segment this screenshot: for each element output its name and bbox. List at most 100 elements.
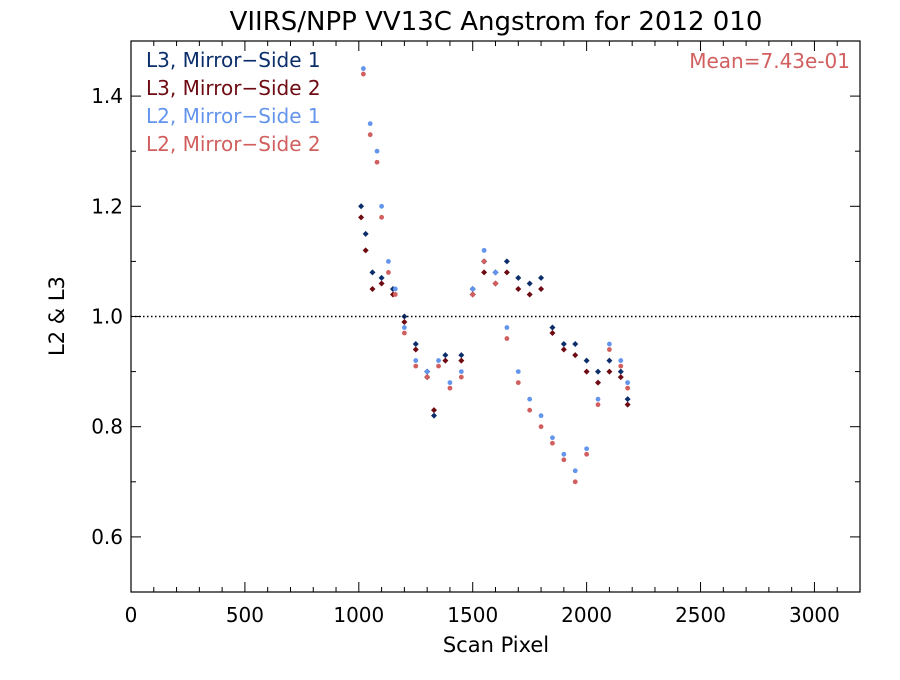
data-point <box>412 341 419 348</box>
data-point <box>401 325 407 330</box>
data-point <box>358 203 365 210</box>
data-point <box>550 435 555 441</box>
data-point <box>430 412 437 419</box>
data-point <box>442 357 449 364</box>
data-point <box>436 363 441 369</box>
data-point <box>413 358 419 363</box>
data-point <box>618 363 624 369</box>
legend-entry: L3, Mirror−Side 2 <box>146 76 321 100</box>
data-point <box>360 66 366 71</box>
data-point <box>560 346 567 353</box>
data-point <box>526 280 533 287</box>
x-tick-label: 0 <box>125 603 138 627</box>
data-point <box>583 368 590 375</box>
data-point <box>412 346 419 353</box>
data-point <box>584 446 590 452</box>
chart-title: VIIRS/NPP VV13C Angstrom for 2012 010 <box>230 7 763 37</box>
data-point <box>436 358 441 363</box>
data-point <box>470 292 476 297</box>
x-tick-label: 2000 <box>561 603 612 627</box>
data-point <box>424 374 430 380</box>
data-point <box>379 214 384 220</box>
data-point <box>503 258 510 265</box>
data-point <box>413 363 419 369</box>
data-point <box>624 396 631 403</box>
data-point <box>458 374 464 380</box>
data-point <box>374 159 380 165</box>
data-point <box>458 352 465 359</box>
data-point <box>515 369 521 374</box>
legend: L3, Mirror−Side 1 L3, Mirror−Side 2 L2, Mi… <box>146 48 321 156</box>
data-point <box>538 285 545 292</box>
y-axis-title: L2 & L3 <box>45 276 69 356</box>
data-point <box>504 336 510 341</box>
legend-entry: L2, Mirror−Side 1 <box>146 104 321 128</box>
series-1 <box>358 203 631 419</box>
data-point <box>607 341 612 347</box>
series-2 <box>358 214 631 414</box>
x-tick-label: 1000 <box>333 603 384 627</box>
data-point <box>527 407 533 413</box>
data-point <box>624 401 631 408</box>
data-point <box>617 368 624 375</box>
data-point <box>618 358 624 363</box>
data-point <box>386 259 391 264</box>
y-tick-label: 1.4 <box>91 84 123 108</box>
data-point <box>561 457 567 463</box>
data-point <box>447 380 453 386</box>
data-point <box>369 269 376 276</box>
data-point <box>515 380 521 386</box>
data-point <box>595 402 601 408</box>
data-point <box>606 357 613 364</box>
y-axis: 0.6 0.8 1.0 1.2 1.4 <box>91 40 860 593</box>
x-tick-label: 3000 <box>789 603 840 627</box>
series-4 <box>360 71 631 485</box>
data-point <box>595 396 601 402</box>
x-tick-label: 1500 <box>447 603 498 627</box>
data-point <box>584 451 590 457</box>
data-point <box>386 270 391 275</box>
data-point <box>493 270 498 275</box>
data-point <box>367 132 373 138</box>
data-point <box>515 285 522 292</box>
data-point <box>401 330 407 336</box>
data-point <box>572 341 579 348</box>
data-point <box>442 352 449 359</box>
y-tick-label: 1.0 <box>91 305 123 329</box>
data-point <box>538 274 545 281</box>
data-point <box>538 424 544 430</box>
data-point <box>607 347 612 352</box>
data-point <box>503 269 510 276</box>
data-point <box>362 247 369 254</box>
data-point <box>549 324 556 331</box>
data-point <box>458 369 464 374</box>
y-tick-label: 0.8 <box>91 415 123 439</box>
data-point <box>617 374 624 381</box>
data-point <box>538 413 544 419</box>
data-point <box>549 330 556 337</box>
data-point <box>379 203 384 209</box>
data-point <box>362 230 369 237</box>
data-point <box>572 468 578 474</box>
data-point <box>561 451 567 457</box>
data-point <box>378 280 385 287</box>
data-point <box>481 259 487 264</box>
data-point <box>430 407 437 414</box>
data-point <box>470 286 476 292</box>
x-axis: 0 500 1000 1500 2000 2500 3000 <box>125 41 840 627</box>
data-point <box>595 368 602 375</box>
data-point <box>515 274 522 281</box>
data-point <box>360 71 366 77</box>
data-point <box>481 269 488 276</box>
data-point <box>526 291 533 298</box>
series-3 <box>360 66 631 474</box>
x-tick-label: 2500 <box>675 603 726 627</box>
x-tick-label: 500 <box>226 603 264 627</box>
data-point <box>458 357 465 364</box>
data-point <box>527 396 533 402</box>
mean-annotation: Mean=7.43e-01 <box>689 49 850 73</box>
data-point <box>595 379 602 386</box>
data-point <box>358 214 365 221</box>
y-tick-label: 1.2 <box>91 194 123 218</box>
